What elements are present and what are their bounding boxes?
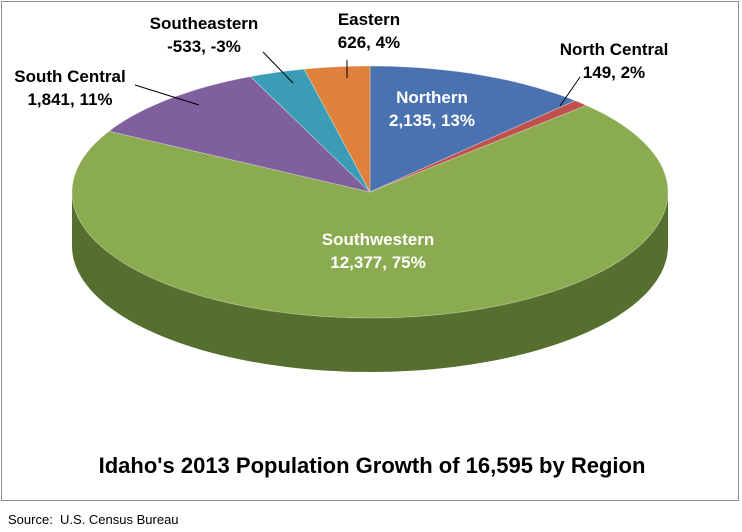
slice-eastern: [303, 65, 371, 193]
label-value-northern: 2,135, 13%: [389, 111, 475, 130]
slice-labels: Northern 2,135, 13% North Central 149, 2% So…: [14, 10, 668, 272]
chart-area: Northern 2,135, 13% North Central 149, 2% So…: [1, 1, 739, 501]
pie-chart: Northern 2,135, 13% North Central 149, 2% So…: [14, 10, 669, 478]
label-name-southeastern: Southeastern: [150, 14, 259, 33]
label-value-eastern: 626, 4%: [338, 33, 400, 52]
leader-lines: [134, 51, 581, 107]
label-name-eastern: Eastern: [338, 10, 400, 29]
slice-side-southwestern: [72, 192, 668, 372]
label-value-north-central: 149, 2%: [583, 63, 645, 82]
label-value-southeastern: -533, -3%: [167, 37, 241, 56]
leader-line-south-central: [134, 84, 200, 106]
slice-northern: [369, 65, 577, 193]
label-value-south-central: 1,841, 11%: [27, 90, 112, 109]
pie-sides: [72, 192, 668, 372]
source-note: Source: U.S. Census Bureau: [8, 512, 179, 527]
chart-title: Idaho's 2013 Population Growth of 16,595…: [99, 453, 646, 478]
label-value-southwestern: 12,377, 75%: [330, 253, 425, 272]
label-name-southwestern: Southwestern: [322, 230, 434, 249]
leader-line-north-central: [559, 76, 581, 107]
leader-line-southeastern: [262, 51, 294, 84]
pie-tops: [71, 65, 669, 319]
slice-southeastern: [249, 68, 371, 193]
label-name-south-central: South Central: [14, 67, 125, 86]
slice-southwestern: [71, 104, 669, 319]
label-name-north-central: North Central: [560, 40, 669, 59]
label-name-northern: Northern: [396, 88, 468, 107]
slice-south-central: [108, 76, 372, 193]
